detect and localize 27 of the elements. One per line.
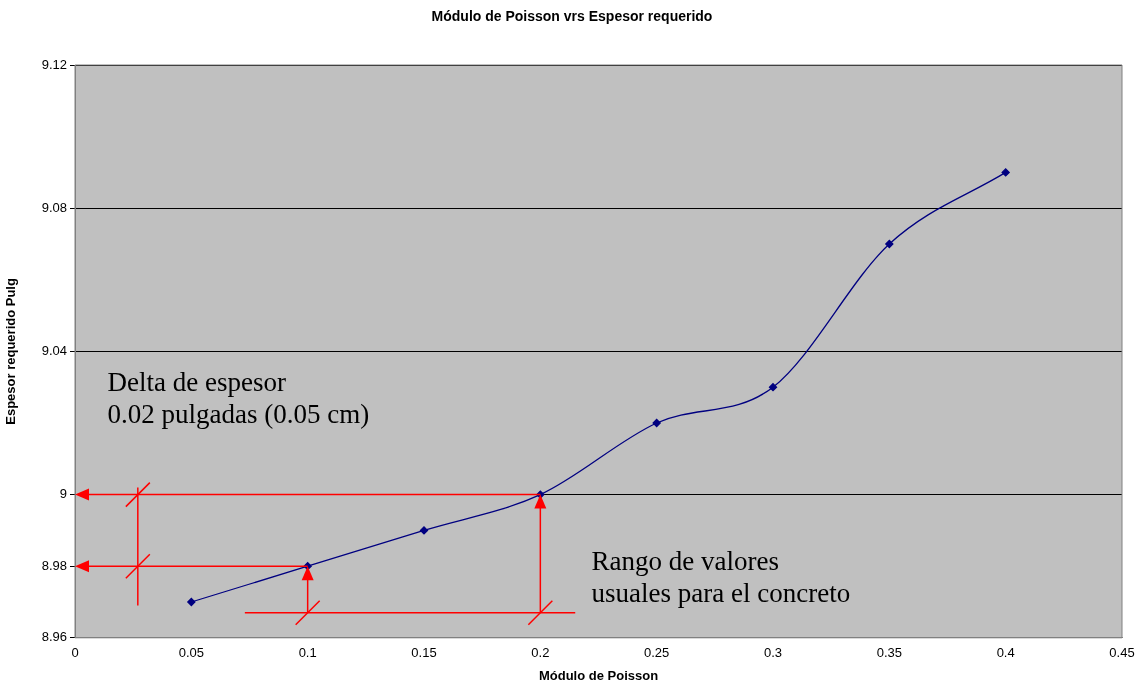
x-tick-label: 0.35	[876, 645, 902, 661]
y-axis-title: Espesor requerido Pulg	[3, 278, 19, 425]
x-tick-label: 0.3	[763, 645, 783, 661]
y-tick-label: 9	[59, 486, 67, 502]
point	[1001, 168, 1010, 177]
x-tick-label: 0.05	[178, 645, 204, 661]
y-tick-label: 8.98	[41, 557, 67, 573]
x-tick-label: 0.45	[1109, 645, 1135, 661]
x-tick-label: 0	[71, 645, 79, 661]
y-tick-label: 8.96	[41, 629, 67, 645]
point	[187, 597, 196, 607]
point	[652, 418, 661, 428]
point	[768, 383, 778, 392]
annotation: Delta de espesor 0.02 pulgadas (0.05 cm)	[107, 365, 370, 430]
annotation: Rango de valores usuales para el concreto	[591, 544, 851, 609]
x-tick-label: 0.15	[411, 645, 437, 661]
x-tick-label: 0.2	[531, 645, 550, 661]
x-axis-title: Módulo de Poisson	[538, 667, 659, 683]
point	[419, 526, 429, 535]
x-tick-label: 0.25	[644, 645, 670, 661]
x-tick-label: 0.1	[298, 645, 317, 661]
chart-title: Módulo de Poisson vrs Espesor requerido	[430, 8, 714, 24]
y-tick-label: 9.08	[41, 199, 67, 215]
y-tick-label: 9.04	[41, 342, 67, 358]
point	[885, 239, 894, 249]
y-tick-label: 9.12	[41, 56, 67, 72]
x-tick-label: 0.4	[996, 645, 1015, 661]
